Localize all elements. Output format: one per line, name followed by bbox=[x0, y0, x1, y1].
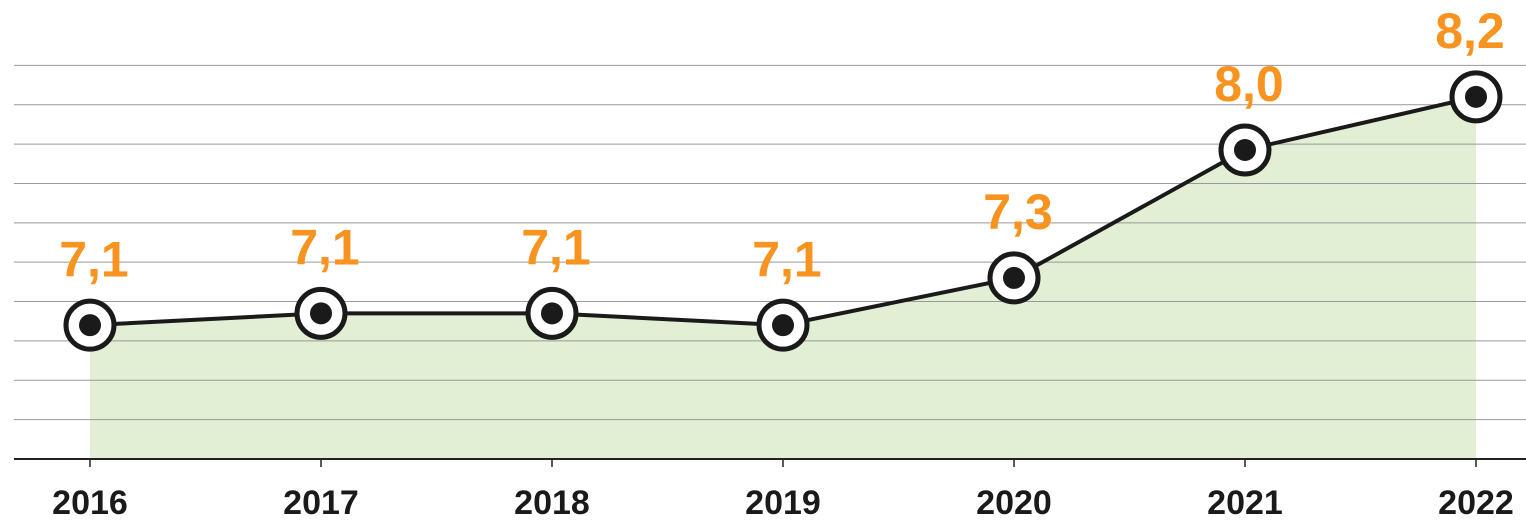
marker-dot bbox=[79, 314, 101, 337]
marker-dot bbox=[541, 302, 563, 325]
marker-dot bbox=[1234, 138, 1256, 161]
marker-dot bbox=[772, 314, 794, 337]
value-label: 7,1 bbox=[521, 220, 591, 276]
x-tick-label: 2017 bbox=[283, 484, 359, 522]
marker-dot bbox=[310, 302, 332, 325]
x-tick-label: 2016 bbox=[52, 484, 128, 522]
value-label: 7,1 bbox=[59, 231, 129, 287]
marker-dot bbox=[1003, 266, 1025, 289]
area bbox=[90, 96, 1476, 459]
value-label: 7,1 bbox=[752, 231, 822, 287]
value-label: 7,1 bbox=[290, 220, 360, 276]
x-tick-label: 2020 bbox=[976, 484, 1052, 522]
value-label: 8,2 bbox=[1435, 3, 1505, 59]
marker-dot bbox=[1465, 85, 1487, 108]
value-label: 8,0 bbox=[1214, 56, 1284, 112]
x-tick-label: 2022 bbox=[1438, 484, 1514, 522]
value-label: 7,3 bbox=[983, 184, 1053, 240]
x-tick-label: 2018 bbox=[514, 484, 590, 522]
x-tick-label: 2019 bbox=[745, 484, 821, 522]
x-tick-label: 2021 bbox=[1207, 484, 1283, 522]
